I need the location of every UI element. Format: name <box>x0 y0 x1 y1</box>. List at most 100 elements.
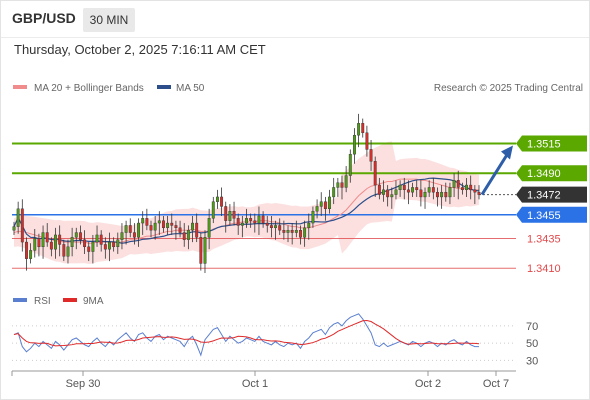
candle-body <box>315 206 319 212</box>
candle-body <box>33 238 37 251</box>
candle-body <box>137 222 140 238</box>
rsi-line <box>13 313 479 357</box>
ma50-legend-label: MA 50 <box>176 83 205 94</box>
x-tick-label: Oct 2 <box>415 378 441 390</box>
candles <box>12 113 481 273</box>
candle-body <box>340 182 344 188</box>
candle-body <box>253 220 257 224</box>
candle-body <box>12 226 16 231</box>
candle-body <box>415 187 419 191</box>
candle-body <box>232 210 236 219</box>
candle-body <box>456 180 460 188</box>
candle-body <box>469 184 473 191</box>
candle-body <box>112 241 116 248</box>
candle-body <box>70 237 74 248</box>
candle-body <box>149 225 153 231</box>
candle-body <box>465 184 468 191</box>
candle-body <box>390 194 394 198</box>
candle-body <box>365 132 369 150</box>
candle-body <box>211 201 215 219</box>
candle-body <box>124 225 128 233</box>
timeframe-button[interactable]: 30 MIN <box>83 8 135 32</box>
candle-body <box>215 196 219 202</box>
candle-body <box>195 222 199 238</box>
candle-body <box>344 175 348 188</box>
candle-body <box>199 237 203 264</box>
candle-body <box>83 239 87 248</box>
candle-body <box>460 187 464 191</box>
ma50-legend-swatch <box>157 85 171 89</box>
candle-body <box>249 218 253 221</box>
x-tick-label: Sep 30 <box>66 378 101 390</box>
candle-body <box>294 229 298 233</box>
candle-body <box>87 246 91 252</box>
candle-body <box>290 229 294 233</box>
candle-body <box>236 218 240 226</box>
candle-body <box>319 201 323 207</box>
candle-body <box>20 208 24 243</box>
candle-body <box>166 222 170 229</box>
pivot-label-box <box>516 206 587 223</box>
candle-body <box>332 187 336 198</box>
candle-body <box>128 225 132 233</box>
candle-body <box>174 225 178 229</box>
candle-body <box>477 191 481 195</box>
candle-body <box>278 225 282 231</box>
ma20-legend-swatch <box>13 85 27 89</box>
x-tick-label: Oct 1 <box>242 378 268 390</box>
candle-body <box>427 187 431 193</box>
current-price-box <box>516 186 587 203</box>
candle-body <box>186 229 190 240</box>
candle-body <box>54 234 57 250</box>
candle-body <box>108 241 111 250</box>
candle-body <box>286 229 290 233</box>
candle-body <box>361 123 365 134</box>
candle-body <box>452 180 456 188</box>
header-divider <box>1 37 589 38</box>
price-level-labels: 1.3515 1.3490 1.3472 1.3455 1.3435 1.3410 <box>516 135 587 275</box>
candle-body <box>132 232 136 238</box>
rsi-ma-line <box>13 320 480 347</box>
candle-body <box>423 191 427 198</box>
candle-body <box>45 232 49 243</box>
candle-body <box>120 232 124 240</box>
candle-body <box>153 222 157 231</box>
ma20-legend-label: MA 20 + Bollinger Bands <box>34 83 144 94</box>
candle-body <box>245 218 248 224</box>
candle-body <box>353 134 356 155</box>
candle-body <box>182 232 186 240</box>
symbol-label: GBP/USD <box>12 10 76 26</box>
candle-body <box>178 227 182 233</box>
header-bar: GBP/USD 30 MIN <box>1 1 589 37</box>
candle-body <box>307 222 311 229</box>
candle-body <box>99 234 103 245</box>
candle-body <box>348 153 352 176</box>
candle-body <box>311 210 315 224</box>
support-label: 1.3435 <box>527 234 561 246</box>
rsi-tick-label: 50 <box>526 338 538 350</box>
candle-body <box>207 218 211 238</box>
candle-body <box>369 149 373 162</box>
candle-body <box>299 229 302 238</box>
candle-body <box>78 232 82 240</box>
candle-body <box>265 222 269 226</box>
candle-body <box>406 189 410 193</box>
x-axis: Sep 30 Oct 1 Oct 2 Oct 7 <box>11 371 509 390</box>
rsi-ma-legend-label: 9MA <box>83 296 104 307</box>
candle-body <box>402 184 406 191</box>
support-label: 1.3410 <box>527 263 561 275</box>
candle-body <box>394 189 398 195</box>
candle-body <box>66 246 70 257</box>
current-price-label: 1.3472 <box>527 190 561 202</box>
candle-body <box>29 250 33 259</box>
rsi-legend-swatch <box>13 298 27 302</box>
resistance-label-box <box>516 135 587 152</box>
candle-body <box>37 238 41 248</box>
candle-body <box>431 187 435 193</box>
candle-body <box>411 187 415 193</box>
candle-body <box>436 191 439 198</box>
candle-body <box>145 218 149 226</box>
resistance-label: 1.3490 <box>527 168 561 180</box>
